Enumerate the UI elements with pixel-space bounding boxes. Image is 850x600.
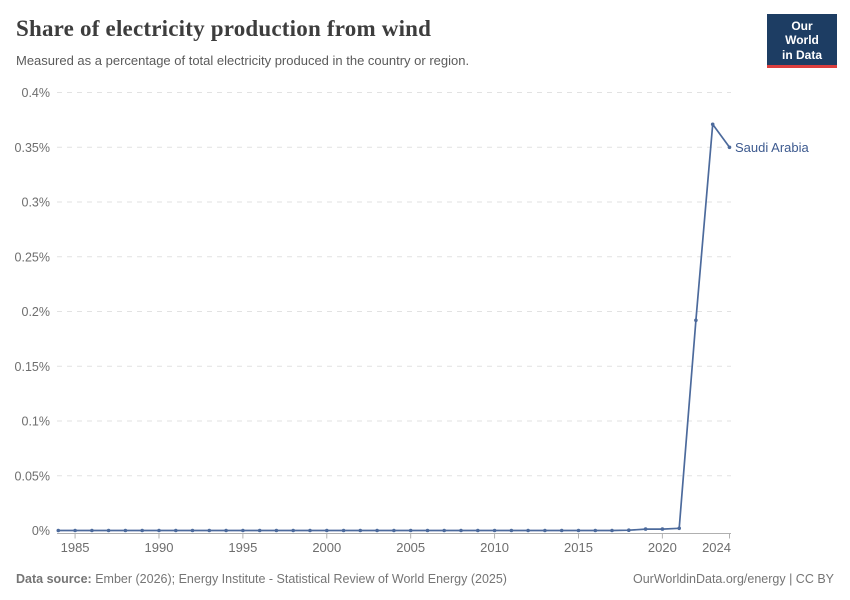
data-point-marker[interactable] (257, 528, 262, 533)
owid-logo-line2: in Data (781, 47, 822, 62)
owid-logo[interactable]: Our World in Data (767, 14, 837, 69)
data-point-marker[interactable] (106, 528, 111, 533)
data-point-marker[interactable] (174, 528, 178, 533)
data-point-marker[interactable] (56, 528, 61, 533)
owid-credit-link[interactable]: OurWorldinData.org/energy | CC BY (632, 572, 834, 586)
data-point-marker[interactable] (241, 528, 245, 533)
data-point-marker[interactable] (643, 527, 648, 531)
data-source-note: Data source: Ember (2026); Energy Instit… (16, 572, 507, 586)
y-axis-tick-label: 0.2% (22, 305, 51, 319)
data-point-marker[interactable] (140, 528, 144, 533)
data-point-marker[interactable] (593, 528, 598, 533)
data-point-marker[interactable] (559, 528, 564, 533)
data-point-marker[interactable] (308, 528, 312, 533)
chart-title: Share of electricity production from win… (16, 16, 432, 41)
data-point-marker[interactable] (157, 528, 161, 533)
data-point-marker[interactable] (492, 528, 497, 533)
data-point-marker[interactable] (375, 528, 379, 533)
data-point-marker[interactable] (291, 528, 296, 533)
y-axis-tick-label: 0.4% (22, 86, 51, 100)
x-axis-tick-label: 1990 (145, 540, 174, 555)
y-axis-tick-label: 0.05% (15, 469, 50, 483)
data-point-marker[interactable] (627, 528, 631, 532)
y-axis-tick-label: 0.3% (22, 196, 51, 210)
data-point-marker[interactable] (610, 528, 614, 533)
x-axis-tick-label: 1985 (61, 540, 90, 555)
data-line[interactable] (57, 123, 731, 532)
series-end-label[interactable]: Saudi Arabia (735, 140, 809, 155)
chart-subtitle: Measured as a percentage of total electr… (16, 53, 470, 68)
x-axis-tick-label: 2020 (648, 540, 677, 555)
data-point-marker[interactable] (543, 528, 547, 533)
x-axis-tick-label: 2015 (564, 540, 593, 555)
y-axis-tick-label: 0.1% (22, 415, 51, 429)
data-point-marker[interactable] (677, 526, 681, 531)
data-point-marker[interactable] (408, 528, 413, 533)
x-axis-tick-label: 2024 (702, 540, 731, 555)
x-axis-tick-label: 1995 (228, 540, 257, 555)
y-axis-tick-label: 0% (32, 524, 50, 538)
data-point-marker[interactable] (190, 528, 195, 533)
data-point-marker[interactable] (660, 527, 665, 531)
data-point-marker[interactable] (509, 528, 514, 533)
data-point-marker[interactable] (392, 528, 396, 533)
y-axis-tick-label: 0.15% (15, 360, 50, 374)
y-axis-tick-label: 0.35% (15, 141, 50, 155)
data-point-marker[interactable] (274, 528, 279, 533)
chart-footer: Data source: Ember (2026); Energy Instit… (16, 572, 834, 586)
data-point-marker[interactable] (207, 528, 212, 533)
data-point-marker[interactable] (526, 528, 530, 533)
data-point-marker[interactable] (341, 528, 346, 533)
data-point-marker[interactable] (358, 528, 363, 533)
x-axis-tick-label: 2010 (480, 540, 509, 555)
y-axis-tick-label: 0.25% (15, 250, 50, 264)
data-source-label: Data source: (16, 572, 92, 586)
x-axis-tick-label: 2000 (312, 540, 341, 555)
data-point-marker[interactable] (123, 528, 128, 533)
data-point-marker[interactable] (710, 122, 715, 127)
data-point-marker[interactable] (325, 528, 329, 533)
data-point-marker[interactable] (459, 528, 463, 533)
data-point-marker[interactable] (90, 528, 94, 533)
data-point-marker[interactable] (73, 528, 77, 533)
data-point-marker[interactable] (442, 528, 447, 533)
data-point-marker[interactable] (727, 145, 732, 150)
data-source-text: Ember (2026); Energy Institute - Statist… (95, 572, 507, 586)
data-point-marker[interactable] (425, 528, 430, 533)
x-axis-tick-label: 2005 (396, 540, 425, 555)
data-point-marker[interactable] (476, 528, 480, 533)
data-point-marker[interactable] (694, 318, 698, 323)
owid-logo-line1: Our World (785, 19, 819, 48)
data-point-marker[interactable] (224, 528, 228, 533)
data-point-marker[interactable] (576, 528, 581, 533)
